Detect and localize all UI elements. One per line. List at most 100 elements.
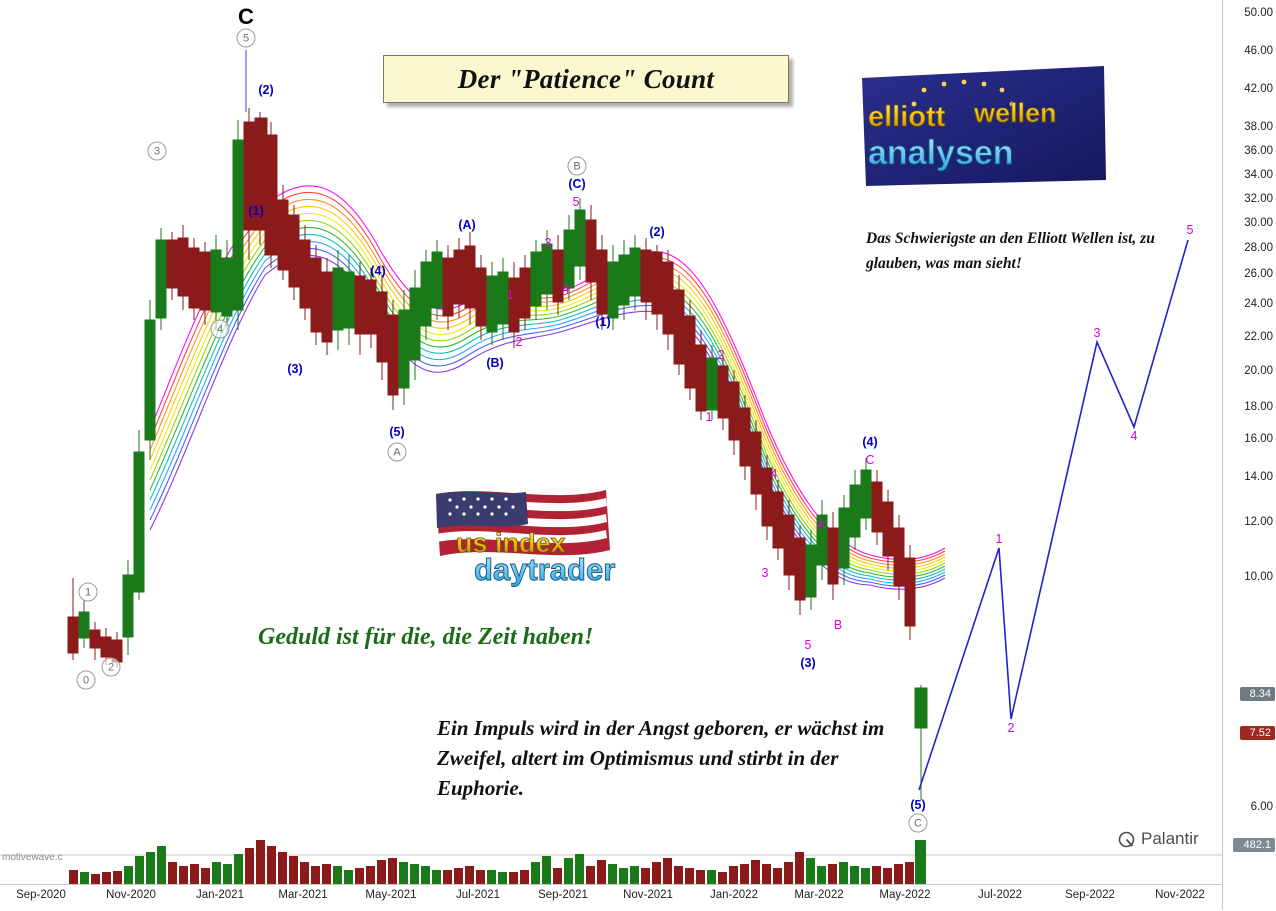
wave-label: (1) bbox=[595, 315, 611, 329]
wave-label: 2 bbox=[515, 335, 523, 349]
time-axis[interactable]: Sep-2020 Nov-2020 Jan-2021 Mar-2021 May-2021… bbox=[0, 884, 1222, 911]
time-tick: Nov-2021 bbox=[623, 889, 673, 901]
time-tick: Jan-2022 bbox=[710, 889, 758, 901]
svg-text:daytrader: daytrader bbox=[474, 552, 615, 587]
time-tick: Nov-2020 bbox=[106, 889, 156, 901]
time-tick: Nov-2022 bbox=[1155, 889, 1205, 901]
wave-label: A bbox=[387, 442, 407, 462]
wave-label: (2) bbox=[258, 83, 274, 97]
wave-label: 2 bbox=[717, 348, 725, 362]
wave-label: B bbox=[833, 618, 843, 632]
wave-label: A bbox=[816, 518, 826, 532]
price-tick: 32.00 bbox=[1244, 193, 1273, 205]
wave-label: 4 bbox=[1130, 429, 1138, 443]
price-tick: 6.00 bbox=[1250, 801, 1273, 813]
wave-label: 1 bbox=[506, 288, 514, 302]
time-tick: Sep-2021 bbox=[538, 889, 588, 901]
price-tick: 38.00 bbox=[1244, 121, 1273, 133]
palantir-label: Palantir bbox=[1141, 829, 1199, 848]
annotation-impuls-quote: Ein Impuls wird in der Angst geboren, er… bbox=[437, 716, 885, 800]
wave-label: 0 bbox=[76, 670, 96, 690]
wave-label: B bbox=[567, 156, 587, 176]
palantir-icon bbox=[1118, 831, 1135, 847]
wave-label: (4) bbox=[370, 264, 386, 278]
wave-label: 3 bbox=[1093, 326, 1101, 340]
volume-badge[interactable]: 482.1 bbox=[1233, 838, 1275, 852]
time-tick: May-2021 bbox=[365, 889, 417, 901]
wave-label: 3 bbox=[761, 566, 769, 580]
wave-label: 3 bbox=[544, 236, 552, 250]
bid-price-badge[interactable]: 7.52 bbox=[1239, 726, 1275, 740]
wave-label: 3 bbox=[147, 141, 167, 161]
page-title: Der "Patience" Count bbox=[457, 63, 715, 94]
price-tick: 28.00 bbox=[1244, 242, 1273, 254]
wave-label: 1 bbox=[995, 532, 1003, 546]
last-price-badge[interactable]: 8.34 bbox=[1239, 687, 1275, 701]
wave-label: (2) bbox=[649, 225, 665, 239]
price-tick: 30.00 bbox=[1244, 217, 1273, 229]
wave-label: 1 bbox=[78, 582, 98, 602]
time-tick: Jan-2021 bbox=[196, 889, 244, 901]
wave-label: (4) bbox=[862, 435, 878, 449]
price-tick: 22.00 bbox=[1244, 331, 1273, 343]
time-tick: Mar-2022 bbox=[794, 889, 844, 901]
price-tick: 34.00 bbox=[1244, 169, 1273, 181]
wave-label: 4 bbox=[562, 282, 570, 296]
wave-label: 2 bbox=[1007, 721, 1015, 735]
price-tick: 18.00 bbox=[1244, 401, 1273, 413]
price-axis[interactable]: 50.00 46.00 42.00 38.00 36.00 34.00 32.00 30.00… bbox=[1222, 0, 1276, 910]
wave-label: 2 bbox=[101, 657, 121, 677]
wave-label: 5 bbox=[1186, 223, 1194, 237]
price-tick: 10.00 bbox=[1244, 571, 1273, 583]
time-tick: Sep-2022 bbox=[1065, 889, 1115, 901]
price-tick: 26.00 bbox=[1244, 268, 1273, 280]
wave-label: C bbox=[865, 453, 875, 467]
annotation-elliott-quote: Das Schwierigste an den Elliott Wellen i… bbox=[866, 230, 1155, 272]
wave-label: (5) bbox=[910, 798, 926, 812]
wave-label: 1 bbox=[705, 410, 713, 424]
wave-label: 4 bbox=[770, 467, 778, 481]
price-tick: 46.00 bbox=[1244, 45, 1273, 57]
wave-label: (5) bbox=[389, 425, 405, 439]
wave-label: 5 bbox=[804, 638, 812, 652]
wave-label: (C) bbox=[568, 177, 586, 191]
wave-label: (3) bbox=[800, 656, 816, 670]
price-tick: 42.00 bbox=[1244, 83, 1273, 95]
svg-text:wellen: wellen bbox=[973, 98, 1057, 128]
svg-text:us index: us index bbox=[456, 528, 566, 558]
wave-label: C bbox=[908, 813, 928, 833]
wave-label: (A) bbox=[458, 218, 476, 232]
price-tick: 24.00 bbox=[1244, 298, 1273, 310]
wave-label: 4 bbox=[210, 319, 230, 339]
wave-label: 5 bbox=[236, 28, 256, 48]
price-tick: 14.00 bbox=[1244, 471, 1273, 483]
wave-label: C bbox=[238, 4, 254, 29]
price-tick: 16.00 bbox=[1244, 433, 1273, 445]
volume-pane bbox=[0, 840, 1222, 884]
motivewave-watermark: motivewave.c bbox=[2, 852, 63, 863]
price-tick: 20.00 bbox=[1244, 365, 1273, 377]
price-candles bbox=[67, 108, 928, 800]
us-index-daytrader-logo: us index daytrader bbox=[436, 490, 616, 587]
wave-label: (1) bbox=[248, 204, 264, 218]
projection-path bbox=[918, 239, 1189, 791]
time-tick: Jul-2021 bbox=[455, 889, 501, 901]
wave-label: (B) bbox=[486, 356, 504, 370]
svg-text:elliott: elliott bbox=[868, 101, 946, 133]
palantir-symbol-mark: Palantir bbox=[1118, 829, 1199, 849]
elliott-wellen-analysen-logo: elliott wellen analysen bbox=[862, 66, 1106, 186]
annotation-geduld-quote: Geduld ist für die, die Zeit haben! bbox=[258, 624, 594, 650]
wave-label: 5 bbox=[572, 195, 580, 209]
time-tick: Jul-2022 bbox=[977, 889, 1023, 901]
price-tick: 36.00 bbox=[1244, 145, 1273, 157]
svg-text:analysen: analysen bbox=[868, 134, 1014, 172]
chart-title-box: Der "Patience" Count bbox=[383, 55, 789, 103]
price-tick: 12.00 bbox=[1244, 516, 1273, 528]
time-tick: May-2022 bbox=[879, 889, 931, 901]
time-tick: Mar-2021 bbox=[278, 889, 328, 901]
wave-label: (3) bbox=[287, 362, 303, 376]
price-tick: 50.00 bbox=[1244, 7, 1273, 19]
time-tick: Sep-2020 bbox=[16, 889, 66, 901]
